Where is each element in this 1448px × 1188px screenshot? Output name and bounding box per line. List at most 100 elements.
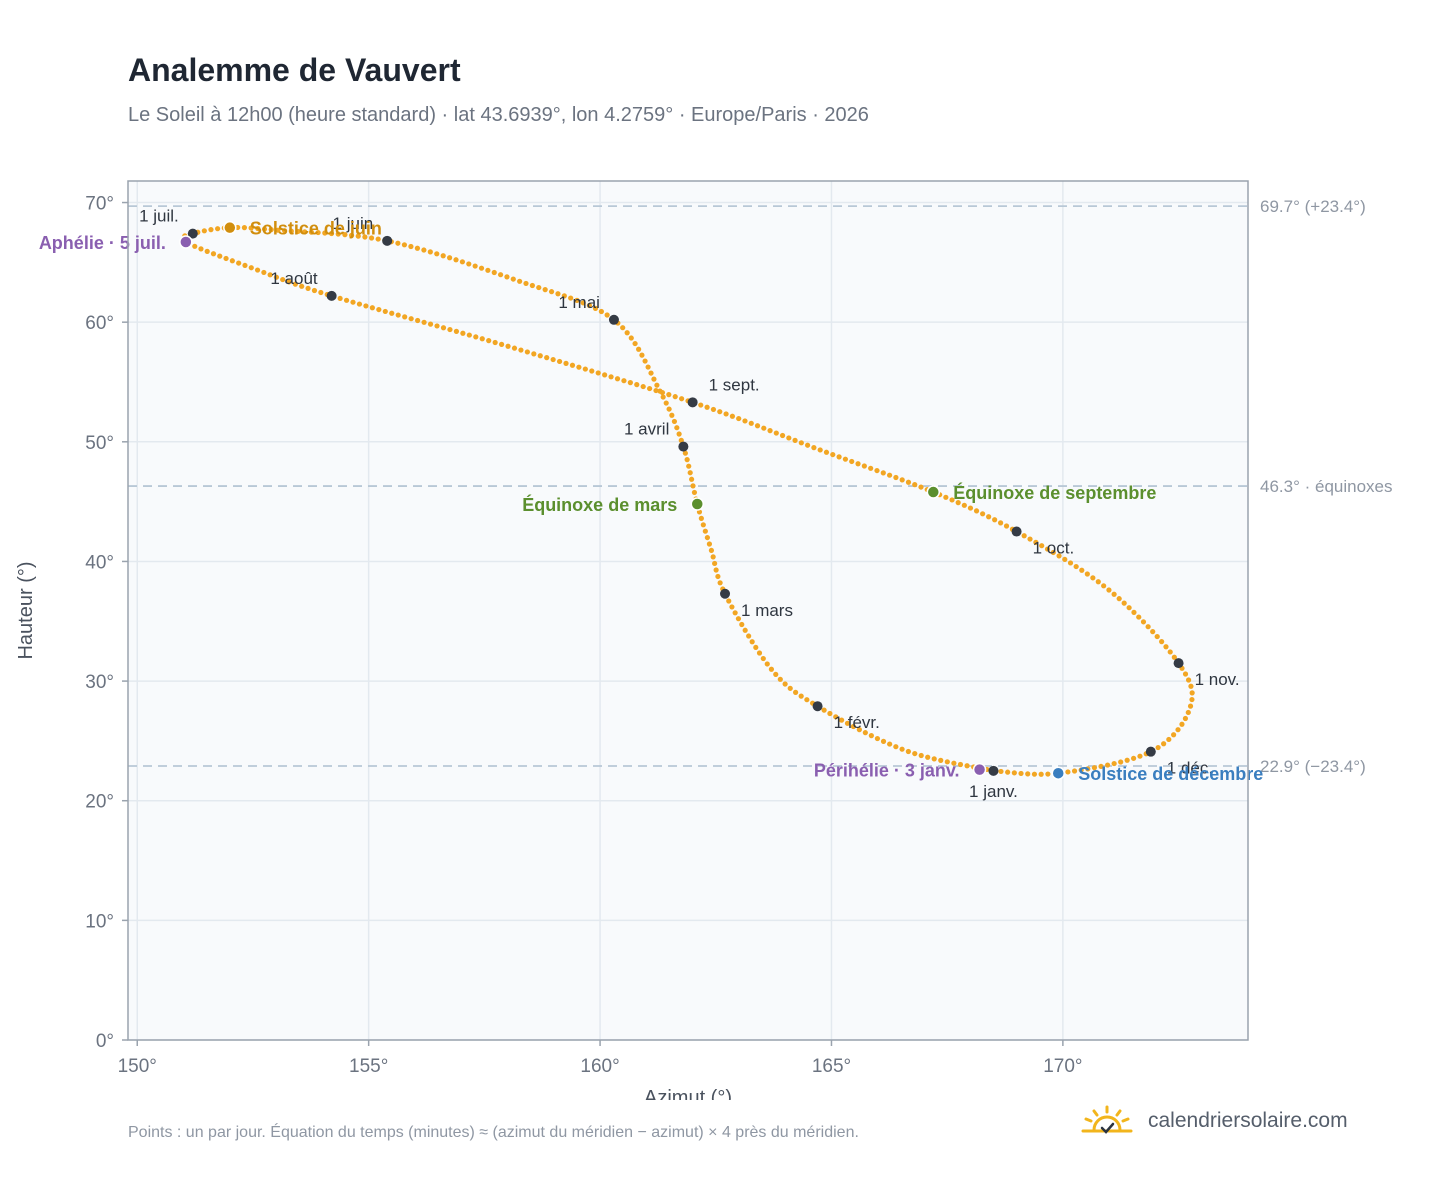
daily-sun-point	[318, 289, 324, 296]
daily-sun-point	[1090, 575, 1096, 581]
daily-sun-point	[375, 236, 381, 242]
daily-sun-point	[1098, 763, 1104, 770]
daily-sun-point	[951, 760, 957, 766]
daily-sun-point	[676, 431, 682, 437]
daily-sun-point	[491, 269, 497, 276]
daily-sun-point	[242, 262, 248, 269]
brand[interactable]: calendriersolaire.com	[1080, 1104, 1348, 1138]
daily-sun-point	[548, 289, 555, 295]
x-tick-label: 165°	[812, 1056, 851, 1077]
daily-sun-point	[868, 733, 874, 739]
daily-sun-point	[434, 251, 440, 257]
x-tick-label: 150°	[118, 1056, 157, 1077]
daily-sun-point	[798, 693, 804, 699]
daily-sun-point	[1188, 683, 1194, 689]
daily-sun-point	[511, 345, 518, 351]
daily-sun-point	[368, 235, 375, 241]
month-label: 1 juin	[333, 214, 374, 233]
daily-sun-point	[1159, 639, 1165, 645]
daily-sun-point	[653, 387, 659, 394]
daily-sun-point	[712, 560, 718, 567]
daily-sun-point	[862, 730, 868, 736]
daily-sun-point	[1179, 721, 1185, 727]
daily-sun-point	[704, 534, 710, 541]
daily-sun-point	[497, 272, 504, 278]
daily-sun-point	[1145, 624, 1151, 630]
daily-sun-point	[674, 425, 680, 431]
daily-sun-point	[337, 295, 343, 302]
daily-sun-point	[472, 263, 478, 269]
daily-sun-point	[604, 312, 610, 318]
daily-sun-point	[322, 230, 328, 236]
daily-sun-point	[602, 372, 608, 378]
daily-sun-point	[660, 394, 666, 400]
daily-sun-point	[849, 458, 855, 465]
daily-sun-point	[1167, 649, 1173, 655]
daily-sun-point	[893, 474, 899, 481]
daily-sun-point	[460, 330, 466, 336]
daily-sun-point	[702, 528, 708, 534]
daily-sun-point	[1118, 759, 1124, 765]
daily-sun-point	[949, 497, 955, 503]
daily-sun-point	[486, 338, 492, 344]
daily-sun-point	[687, 470, 693, 476]
page-title: Analemme de Vauvert	[128, 52, 461, 88]
daily-sun-point	[499, 341, 505, 347]
month-marker	[1145, 746, 1156, 757]
axis-ticks: 150° 155° 160° 165° 170° 0° 10° 20° 30° 40° 50° 60°…	[85, 194, 1082, 1077]
y-tick-label: 50°	[85, 433, 114, 454]
daily-sun-point	[639, 352, 645, 358]
month-marker	[608, 314, 619, 325]
daily-sun-point	[787, 685, 793, 691]
daily-sun-point	[563, 360, 569, 366]
daily-sun-point	[1187, 703, 1194, 709]
daily-sun-point	[700, 522, 706, 528]
daily-sun-point	[311, 287, 318, 294]
daily-sun-point	[342, 232, 348, 238]
daily-sun-point	[402, 314, 408, 320]
daily-sun-point	[773, 430, 779, 436]
daily-sun-point	[827, 710, 833, 717]
month-label: 1 nov.	[1195, 670, 1240, 689]
x-axis-title: Azimut (°)	[644, 1087, 732, 1100]
month-marker	[187, 228, 198, 239]
reference-lines: 69.7° (+23.4°) 46.3° · équinoxes 22.9° (−2…	[128, 197, 1393, 776]
daily-sun-point	[389, 310, 395, 316]
daily-sun-point	[1111, 591, 1117, 597]
daily-sun-point	[628, 335, 634, 341]
daily-sun-point	[944, 759, 950, 765]
event-label: Équinoxe de septembre	[953, 482, 1156, 503]
daily-sun-point	[679, 396, 685, 402]
brand-name: calendriersolaire.com	[1148, 1109, 1348, 1132]
plot-frame	[127, 180, 1249, 1041]
daily-sun-point	[682, 450, 688, 456]
month-label: 1 mars	[741, 601, 793, 620]
daily-sun-point	[636, 346, 642, 352]
daily-sun-point	[706, 541, 713, 547]
daily-sun-point	[204, 248, 210, 254]
plot-area	[128, 181, 1248, 1040]
daily-sun-point	[574, 297, 580, 303]
daily-sun-point	[1003, 523, 1010, 529]
daily-sun-point	[1154, 633, 1160, 640]
daily-sun-point	[302, 229, 308, 235]
daily-sun-point	[1038, 771, 1044, 777]
daily-sun-point	[830, 451, 836, 458]
daily-sun-point	[880, 738, 887, 744]
daily-sun-point	[223, 255, 229, 262]
daily-sun-point	[992, 517, 998, 523]
daily-sun-point	[485, 267, 491, 273]
daily-sun-point	[299, 283, 305, 289]
event-label: Solstice de décembre	[1078, 764, 1263, 784]
daily-sun-point	[427, 249, 433, 255]
month-label: 1 avril	[624, 420, 669, 439]
daily-sun-point	[918, 484, 924, 490]
daily-sun-point	[1185, 709, 1191, 716]
daily-sun-point	[350, 299, 356, 305]
daily-sun-point	[690, 483, 696, 489]
daily-sun-point	[305, 285, 311, 292]
daily-sun-point	[943, 494, 949, 500]
event-label: Équinoxe de mars	[522, 494, 677, 515]
daily-sun-point	[1044, 546, 1051, 552]
daily-sun-point	[328, 230, 335, 237]
